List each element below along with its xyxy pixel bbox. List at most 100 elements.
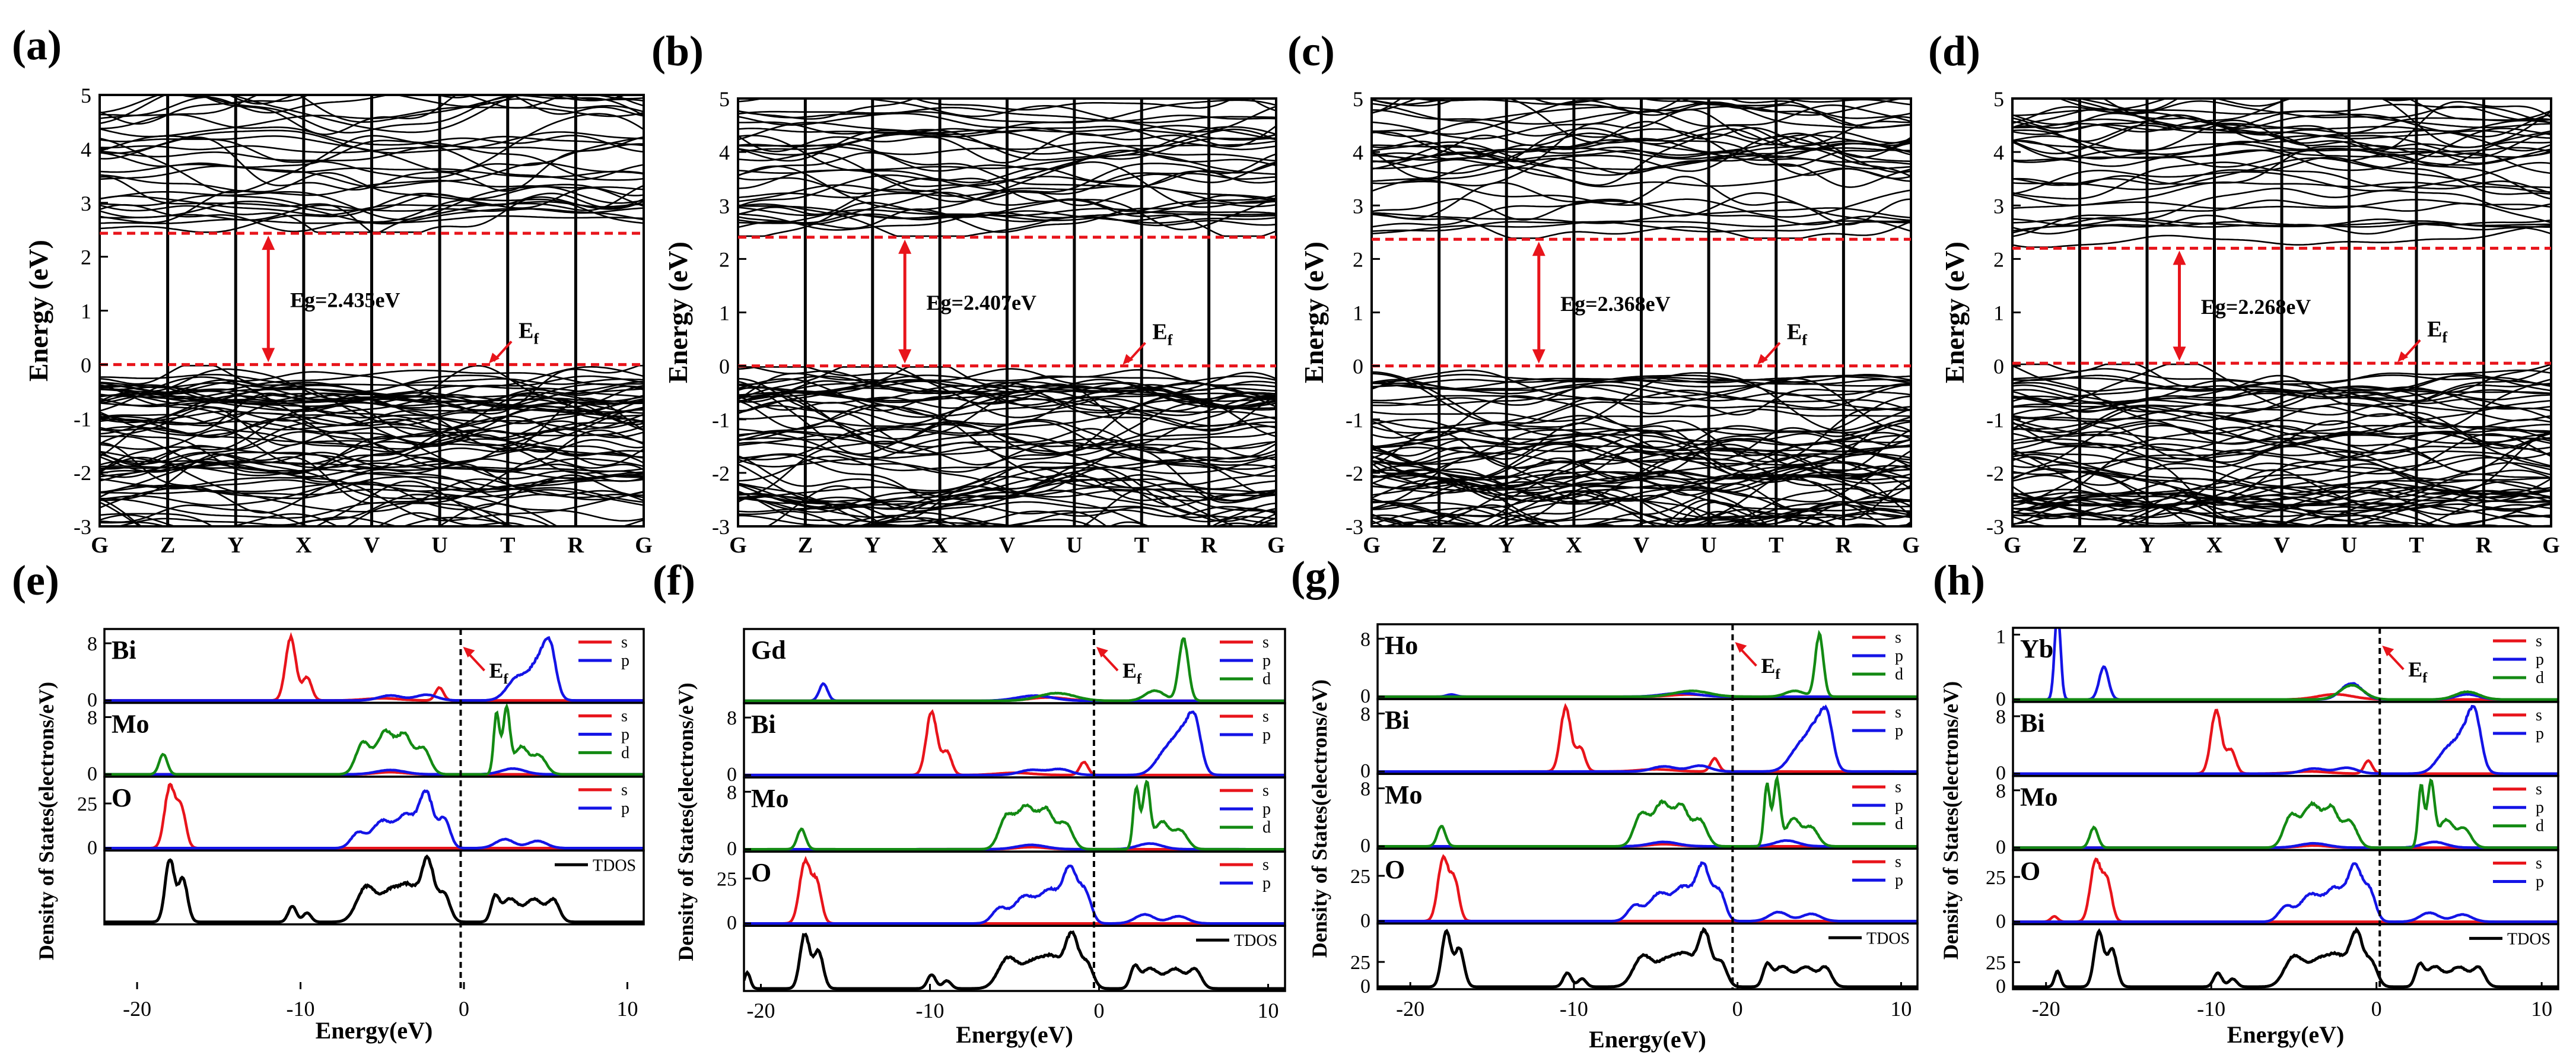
subpanel-frame: [1376, 773, 1919, 850]
y-tick-label: 1: [719, 301, 730, 325]
dos-curve-s: [744, 856, 1285, 925]
dos-curve-s: [1378, 854, 1917, 923]
y-tick-label: 8: [1996, 706, 2006, 728]
y-tick-label: 8: [1360, 703, 1370, 725]
x-axis-label: Energy(eV): [316, 1017, 433, 1044]
kpoint-label: T: [500, 533, 515, 558]
kpoint-label: G: [1902, 533, 1920, 558]
y-tick-label: 2: [1993, 247, 2004, 271]
y-tick-label: 0: [1360, 835, 1370, 857]
fermi-label: Ef: [2408, 657, 2428, 686]
y-tick-label: -2: [1986, 462, 2004, 485]
legend-label-s: s: [2536, 780, 2542, 799]
dos-subpanel-mo: 8 0 Mo spd: [727, 776, 1286, 860]
y-axis-label: Energy (eV): [1939, 242, 1970, 383]
y-tick-label: -3: [1986, 515, 2004, 539]
dos-curve-p: [104, 636, 644, 702]
y-tick-label: 0: [727, 912, 737, 934]
band-line: [738, 75, 1276, 83]
legend-label-s: s: [1895, 628, 1901, 647]
fermi-label: Ef: [519, 318, 539, 347]
element-label: Mo: [2020, 783, 2058, 812]
band-line: [100, 504, 367, 526]
subpanel-frame: [743, 628, 1286, 704]
fermi-label: Ef: [489, 659, 508, 687]
y-tick-label: 8: [727, 782, 737, 803]
fermi-subscript: f: [2443, 329, 2448, 346]
element-label: Mo: [751, 784, 789, 813]
kpoint-label: R: [1836, 533, 1852, 558]
y-tick-label: -3: [74, 515, 91, 539]
panel-label: (b): [651, 27, 704, 75]
band-line: [1372, 73, 1911, 98]
kpoint-label: V: [364, 533, 380, 558]
x-tick-label: 10: [1890, 997, 1912, 1021]
element-label: Bi: [112, 636, 136, 665]
legend-label-s: s: [2536, 632, 2542, 650]
dos-subpanel-bi: 8 0 Bi sp: [1996, 701, 2559, 784]
gap-arrow-head-top: [262, 236, 275, 250]
kpoint-label: G: [1267, 533, 1285, 558]
y-tick-label: 0: [1360, 910, 1370, 932]
band-line: [738, 81, 1276, 90]
y-tick-label: 0: [727, 838, 737, 860]
element-label: O: [112, 783, 132, 812]
legend-label-s: s: [621, 781, 628, 799]
y-tick-label: 4: [1993, 141, 2004, 164]
panel-label: (c): [1287, 27, 1335, 75]
legend-label-p: p: [621, 799, 629, 818]
dos-curve-p: [744, 710, 1285, 777]
fermi-subscript: f: [1775, 667, 1780, 682]
kpoint-label: X: [295, 533, 311, 558]
fermi-arrow: [1738, 647, 1757, 667]
element-label: Yb: [2020, 634, 2053, 663]
fermi-arrow-head: [2397, 351, 2409, 363]
y-tick-label: 8: [1360, 778, 1370, 800]
element-label: Gd: [751, 636, 786, 665]
y-tick-label: 0: [1996, 688, 2006, 710]
kpoint-label: Z: [1432, 533, 1446, 558]
dos-curve-s: [104, 782, 644, 850]
y-tick-label: 1: [1993, 301, 2004, 325]
band-line: [1372, 478, 1911, 526]
gap-label: Eg=2.435eV: [290, 288, 400, 312]
band-line: [1398, 514, 1836, 526]
x-tick-label: -20: [2032, 997, 2060, 1021]
element-label: O: [2020, 857, 2040, 886]
x-tick-label: -20: [123, 997, 151, 1021]
legend-label-d: d: [2536, 669, 2544, 687]
y-tick-label: 4: [81, 138, 91, 161]
subpanel-frame: [743, 702, 1286, 779]
legend-label-p: p: [1895, 722, 1903, 740]
y-tick-label: 0: [719, 355, 730, 379]
y-tick-label: 25: [1986, 867, 2006, 889]
y-tick-label: 0: [1993, 355, 2004, 379]
y-tick-label: 25: [717, 869, 737, 891]
dos-curve-p: [2013, 862, 2558, 923]
dos-curve-s: [2013, 857, 2558, 923]
dos-subpanel-o: 25 0 O sp: [77, 776, 645, 859]
fermi-arrow-head: [1122, 354, 1134, 365]
band-line: [100, 59, 644, 72]
dos-curve-d: [744, 637, 1285, 703]
band-line: [738, 65, 1276, 95]
kpoint-label: V: [999, 533, 1016, 558]
y-tick-label: 8: [727, 707, 737, 729]
dos-curve-d: [1378, 774, 1917, 848]
kpoint-label: G: [635, 533, 653, 558]
element-label: Bi: [1385, 706, 1410, 735]
kpoint-label: Y: [1499, 533, 1515, 558]
dos-curves-group: [1378, 854, 1917, 923]
dos-curve-d: [1378, 630, 1917, 698]
dos-curves-group: [1378, 927, 1917, 989]
y-tick-label: 3: [719, 194, 730, 218]
fermi-arrow-head: [1735, 642, 1747, 653]
fermi-arrow-head: [489, 352, 500, 364]
y-tick-label: 0: [1360, 760, 1370, 782]
legend-label-p: p: [1895, 796, 1903, 815]
y-axis-label: Energy (eV): [1299, 242, 1329, 383]
legend-label-p: p: [1895, 647, 1903, 665]
dos-curves-group: [2013, 926, 2558, 989]
fermi-subscript: f: [1168, 332, 1173, 349]
y-tick-label: 5: [81, 84, 91, 107]
